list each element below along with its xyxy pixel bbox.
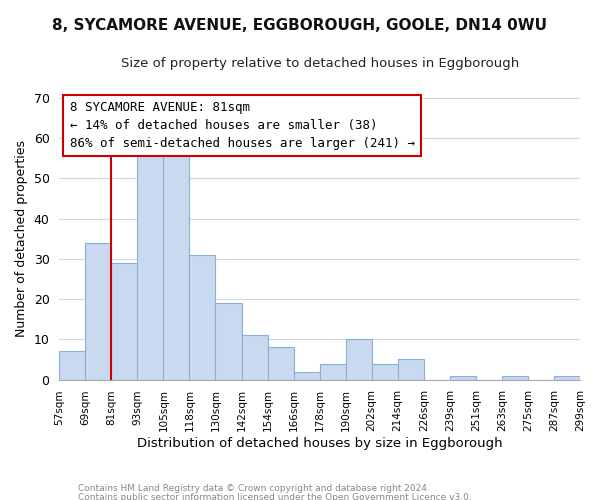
Bar (502, 376, 528, 380)
Bar (163, 150, 190, 380)
Bar (59, 352, 85, 380)
Bar (346, 340, 372, 380)
Bar (320, 364, 346, 380)
X-axis label: Distribution of detached houses by size in Eggborough: Distribution of detached houses by size … (137, 437, 502, 450)
Bar (215, 303, 242, 380)
Text: Contains HM Land Registry data © Crown copyright and database right 2024.: Contains HM Land Registry data © Crown c… (78, 484, 430, 493)
Bar (398, 360, 424, 380)
Bar (112, 263, 137, 380)
Bar (293, 372, 320, 380)
Title: Size of property relative to detached houses in Eggborough: Size of property relative to detached ho… (121, 58, 519, 70)
Bar (268, 348, 293, 380)
Bar (137, 154, 163, 380)
Y-axis label: Number of detached properties: Number of detached properties (15, 140, 28, 338)
Bar (372, 364, 398, 380)
Bar (85, 243, 112, 380)
Bar (554, 376, 580, 380)
Bar (242, 336, 268, 380)
Text: 8, SYCAMORE AVENUE, EGGBOROUGH, GOOLE, DN14 0WU: 8, SYCAMORE AVENUE, EGGBOROUGH, GOOLE, D… (53, 18, 548, 32)
Text: 8 SYCAMORE AVENUE: 81sqm
← 14% of detached houses are smaller (38)
86% of semi-d: 8 SYCAMORE AVENUE: 81sqm ← 14% of detach… (70, 101, 415, 150)
Bar (190, 255, 215, 380)
Bar (450, 376, 476, 380)
Text: Contains public sector information licensed under the Open Government Licence v3: Contains public sector information licen… (78, 492, 472, 500)
